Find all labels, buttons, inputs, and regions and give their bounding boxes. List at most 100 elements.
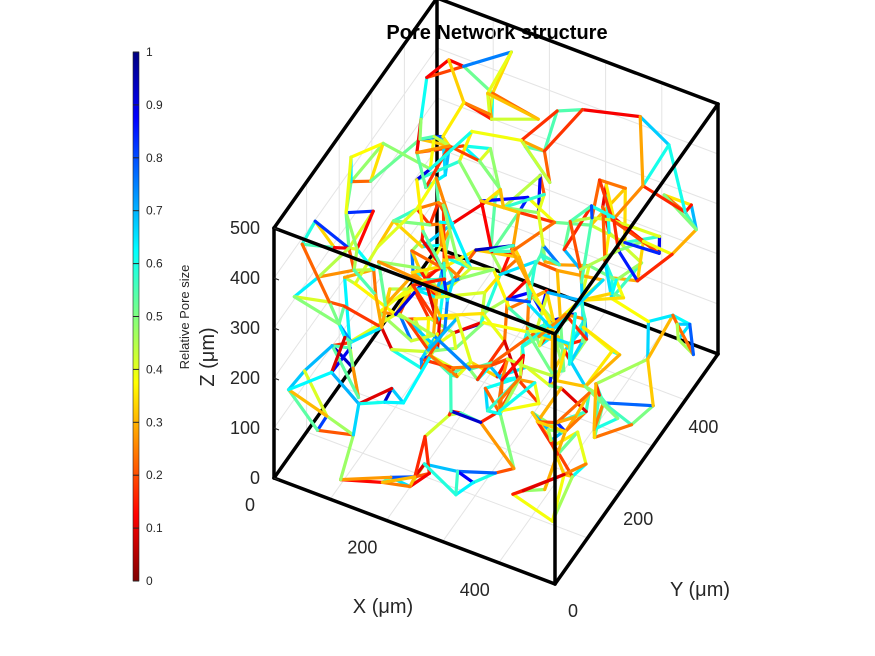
- pore-throat: [410, 238, 424, 253]
- pore-throat: [526, 195, 557, 224]
- pore-throat: [676, 322, 692, 341]
- pore-throat: [511, 492, 555, 523]
- pore-throat: [638, 114, 671, 147]
- pore-throat: [555, 379, 587, 389]
- pore-throat: [481, 297, 509, 316]
- pore-throat: [483, 386, 502, 416]
- pore-throat: [332, 246, 351, 250]
- z-tick-mark: [273, 227, 280, 231]
- pore-throat: [526, 259, 538, 306]
- x-axis-label: X (μm): [353, 596, 413, 618]
- pore-throat: [524, 365, 553, 377]
- pore-throat: [425, 64, 466, 80]
- axes-box-front: [272, 0, 720, 586]
- axes-box-edge: [553, 102, 720, 336]
- pore-throat: [589, 204, 616, 219]
- colorbar-ticks: 0 0.1 0.2 0.3 0.4 0.5 0.6 0.7 0.8 0.9 1: [133, 45, 163, 588]
- z-axis-label: Z (μm): [197, 327, 219, 386]
- pore-throat: [287, 369, 307, 392]
- pore-throat: [401, 354, 433, 405]
- pore-throat: [474, 248, 521, 259]
- pore-throat: [421, 229, 444, 270]
- pore-throat: [316, 428, 355, 437]
- pore-throat: [563, 312, 589, 341]
- pore-throat: [287, 388, 329, 418]
- pore-throat: [580, 317, 587, 343]
- pore-throat: [555, 415, 577, 425]
- pore-throat: [498, 381, 537, 413]
- pore-throat: [688, 322, 696, 357]
- pore-throat: [490, 249, 515, 254]
- pore-throat: [610, 261, 644, 301]
- pore-throat: [610, 218, 662, 239]
- pore-throat: [394, 278, 427, 316]
- pore-throat: [562, 204, 594, 252]
- pore-throat: [542, 109, 559, 153]
- pore-throat: [344, 211, 359, 251]
- pore-throat: [500, 353, 526, 382]
- pore-throat: [670, 227, 698, 256]
- pore-throat: [343, 275, 352, 350]
- pore-throat: [457, 129, 474, 163]
- pore-throat: [562, 248, 583, 272]
- pore-throat: [519, 138, 552, 184]
- pore-throat: [446, 248, 478, 267]
- pore-throat: [535, 386, 563, 424]
- pore-throat: [479, 199, 521, 214]
- pore-throat: [616, 248, 640, 283]
- pore-throat: [424, 144, 451, 190]
- pore-throat: [510, 220, 557, 253]
- pore-throat: [330, 335, 347, 374]
- pore-throat: [349, 141, 385, 159]
- pore-throat: [398, 312, 436, 337]
- pore-throat: [646, 313, 675, 361]
- pore-throat: [410, 249, 444, 270]
- pore-throat: [456, 469, 475, 485]
- pore-throat: [287, 370, 334, 392]
- pore-throat: [610, 218, 661, 255]
- pore-throat: [411, 277, 447, 287]
- pore-throat: [441, 203, 473, 270]
- pore-throat: [327, 300, 341, 326]
- pore-throat: [431, 333, 472, 371]
- pore-throat: [575, 430, 588, 466]
- pore-throat: [454, 469, 460, 497]
- pore-throat: [486, 409, 502, 416]
- pore-network: [287, 50, 698, 523]
- pore-throat: [610, 296, 651, 324]
- x-axis-ticks: 0 200 400: [245, 495, 490, 600]
- pore-throat: [415, 151, 428, 190]
- pore-throat: [455, 316, 473, 364]
- pore-throat: [470, 129, 524, 142]
- pore-throat: [546, 428, 553, 442]
- pore-throat: [337, 322, 347, 339]
- pore-throat: [337, 304, 346, 326]
- pore-throat: [449, 409, 483, 424]
- pore-throat: [325, 414, 355, 437]
- pore-throat: [477, 159, 502, 192]
- pore-throat: [556, 430, 580, 456]
- pore-throat: [501, 173, 542, 210]
- pore-throat: [432, 134, 451, 148]
- pore-throat: [646, 319, 651, 361]
- pore-throat: [383, 287, 416, 307]
- pore-throat: [601, 205, 607, 263]
- colorbar-tick-label: 0: [146, 574, 153, 588]
- pore-throat: [339, 475, 393, 482]
- grid-lines: [273, 19, 719, 564]
- pore-throat: [589, 204, 594, 220]
- pore-throat: [555, 349, 567, 383]
- pore-throat: [604, 183, 616, 219]
- pore-throat: [519, 138, 547, 153]
- pore-throat: [327, 300, 346, 308]
- pore-throat: [581, 325, 622, 357]
- pore-throat: [429, 354, 459, 379]
- pore-throat: [455, 255, 473, 270]
- z-tick-label: 0: [250, 468, 260, 488]
- pore-throat: [292, 275, 321, 299]
- pore-throat: [404, 317, 430, 352]
- z-tick-label: 400: [230, 268, 260, 288]
- pore-throat: [451, 201, 486, 225]
- pore-throat: [635, 252, 674, 283]
- pore-throat: [519, 109, 559, 142]
